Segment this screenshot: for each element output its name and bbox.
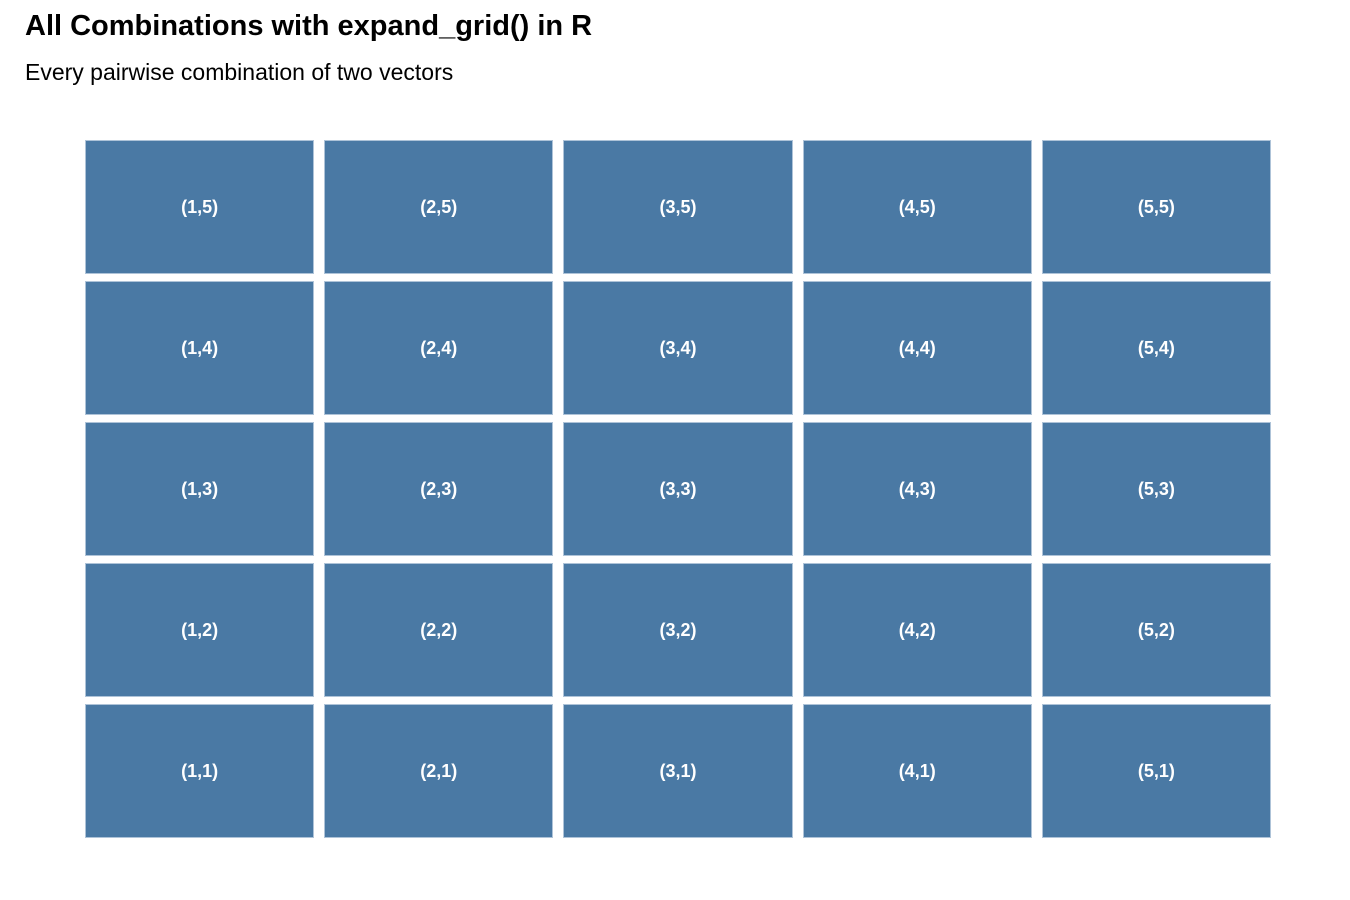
tile-label: (2,5) bbox=[420, 196, 458, 217]
grid-tile: (1,1) bbox=[85, 704, 315, 838]
grid-tile: (4,5) bbox=[802, 140, 1032, 274]
tile-label: (1,3) bbox=[181, 478, 219, 499]
tile-label: (3,2) bbox=[659, 619, 697, 640]
tile-label: (3,5) bbox=[659, 196, 697, 217]
tile-label: (4,5) bbox=[898, 196, 936, 217]
grid-tile: (2,4) bbox=[324, 281, 554, 415]
chart-title: All Combinations with expand_grid() in R bbox=[25, 10, 593, 42]
grid-tile: (1,5) bbox=[85, 140, 315, 274]
tile-label: (3,4) bbox=[659, 337, 697, 358]
grid-tile: (4,1) bbox=[802, 704, 1032, 838]
grid-tile: (2,2) bbox=[324, 563, 554, 697]
grid-tile: (1,2) bbox=[85, 563, 315, 697]
grid-tile: (3,1) bbox=[563, 704, 793, 838]
grid-tile: (5,2) bbox=[1041, 563, 1271, 697]
tile-grid: (1,5) (2,5) (3,5) (4,5) (5,5) (1,4) (2,4) (3,4)… bbox=[85, 140, 1271, 838]
tile-label: (2,3) bbox=[420, 478, 458, 499]
grid-tile: (5,5) bbox=[1041, 140, 1271, 274]
grid-tile: (1,4) bbox=[85, 281, 315, 415]
tile-label: (1,1) bbox=[181, 760, 219, 781]
tile-label: (5,1) bbox=[1137, 760, 1175, 781]
tile-label: (1,5) bbox=[181, 196, 219, 217]
tile-label: (1,2) bbox=[181, 619, 219, 640]
tile-label: (5,2) bbox=[1137, 619, 1175, 640]
grid-tile: (2,5) bbox=[324, 140, 554, 274]
chart-subtitle: Every pairwise combination of two vector… bbox=[25, 59, 454, 85]
grid-tile: (3,5) bbox=[563, 140, 793, 274]
grid-tile: (5,1) bbox=[1041, 704, 1271, 838]
grid-tile: (3,2) bbox=[563, 563, 793, 697]
tile-label: (5,5) bbox=[1137, 196, 1175, 217]
tile-label: (5,4) bbox=[1137, 337, 1175, 358]
tile-label: (3,3) bbox=[659, 478, 697, 499]
tile-label: (4,4) bbox=[898, 337, 936, 358]
grid-tile: (4,4) bbox=[802, 281, 1032, 415]
grid-tile: (2,3) bbox=[324, 422, 554, 556]
grid-tile: (4,2) bbox=[802, 563, 1032, 697]
tile-label: (4,3) bbox=[898, 478, 936, 499]
grid-tile: (3,3) bbox=[563, 422, 793, 556]
tile-label: (1,4) bbox=[181, 337, 219, 358]
grid-tile: (5,4) bbox=[1041, 281, 1271, 415]
tile-label: (2,2) bbox=[420, 619, 458, 640]
grid-tile: (3,4) bbox=[563, 281, 793, 415]
tile-label: (3,1) bbox=[659, 760, 697, 781]
tile-label: (5,3) bbox=[1137, 478, 1175, 499]
grid-tile: (2,1) bbox=[324, 704, 554, 838]
grid-tile: (4,3) bbox=[802, 422, 1032, 556]
grid-tile: (5,3) bbox=[1041, 422, 1271, 556]
tile-label: (4,2) bbox=[898, 619, 936, 640]
tile-label: (2,4) bbox=[420, 337, 458, 358]
grid-tile: (1,3) bbox=[85, 422, 315, 556]
tile-label: (4,1) bbox=[898, 760, 936, 781]
tile-label: (2,1) bbox=[420, 760, 458, 781]
